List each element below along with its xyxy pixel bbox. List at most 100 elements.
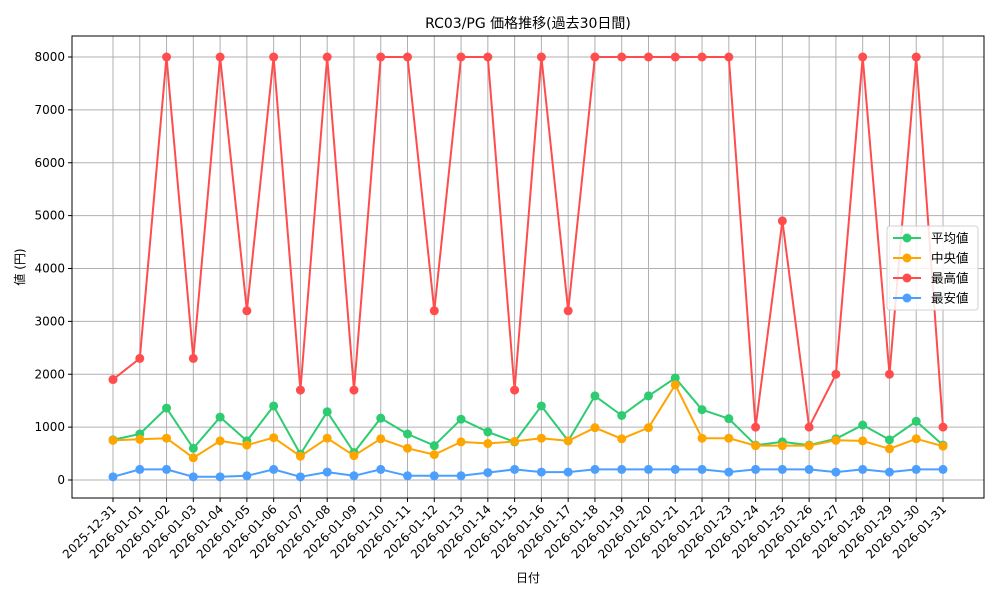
data-point	[483, 439, 493, 449]
data-point	[858, 420, 868, 430]
data-point	[510, 385, 520, 395]
legend-item: 平均値	[893, 231, 969, 246]
y-tick-label: 6000	[34, 156, 65, 170]
data-point	[456, 52, 466, 62]
data-point	[938, 422, 948, 432]
data-point	[135, 434, 145, 444]
data-point	[590, 52, 600, 62]
data-point	[322, 467, 332, 477]
data-point	[269, 52, 279, 62]
data-point	[670, 52, 680, 62]
data-point	[242, 440, 252, 450]
data-point	[777, 464, 787, 474]
data-point	[804, 464, 814, 474]
y-tick-label: 7000	[34, 103, 65, 117]
data-point	[617, 410, 627, 420]
x-axis-ticks: 2025-12-312026-01-012026-01-022026-01-03…	[60, 498, 949, 561]
data-point	[831, 369, 841, 379]
data-point	[697, 405, 707, 415]
data-point	[376, 434, 386, 444]
data-point	[670, 373, 680, 383]
data-point	[349, 471, 359, 481]
legend-marker-icon	[902, 253, 912, 263]
data-point	[215, 52, 225, 62]
series-3	[108, 464, 948, 482]
legend-label: 最高値	[931, 271, 969, 286]
data-point	[376, 52, 386, 62]
data-point	[643, 391, 653, 401]
data-point	[536, 401, 546, 411]
series-2	[108, 52, 948, 432]
data-point	[429, 306, 439, 316]
data-point	[188, 443, 198, 453]
data-point	[563, 436, 573, 446]
data-point	[108, 375, 118, 385]
data-point	[911, 52, 921, 62]
data-point	[858, 52, 868, 62]
data-point	[617, 464, 627, 474]
data-point	[188, 472, 198, 482]
data-point	[295, 472, 305, 482]
data-point	[536, 433, 546, 443]
legend-label: 平均値	[931, 231, 969, 246]
data-point	[536, 52, 546, 62]
y-tick-label: 4000	[34, 262, 65, 276]
data-point	[215, 412, 225, 422]
data-point	[510, 436, 520, 446]
data-point	[403, 429, 413, 439]
y-tick-label: 0	[57, 473, 65, 487]
data-point	[456, 414, 466, 424]
data-point	[751, 464, 761, 474]
data-point	[884, 369, 894, 379]
series-1	[108, 380, 948, 463]
legend-label: 最安値	[931, 291, 969, 306]
data-point	[269, 464, 279, 474]
data-point	[322, 407, 332, 417]
data-point	[536, 467, 546, 477]
data-point	[429, 441, 439, 451]
legend-marker-icon	[902, 293, 912, 303]
data-point	[590, 391, 600, 401]
data-point	[831, 435, 841, 445]
data-point	[135, 464, 145, 474]
data-point	[322, 433, 332, 443]
data-point	[697, 464, 707, 474]
data-point	[884, 435, 894, 445]
data-point	[563, 467, 573, 477]
legend-item: 中央値	[893, 251, 969, 266]
data-point	[884, 444, 894, 454]
data-point	[429, 450, 439, 460]
data-point	[777, 441, 787, 451]
y-tick-label: 3000	[34, 314, 65, 328]
y-axis-label: 値 (円)	[12, 248, 27, 285]
data-point	[590, 464, 600, 474]
data-point	[269, 401, 279, 411]
series-layer	[108, 52, 948, 482]
data-point	[643, 52, 653, 62]
y-tick-label: 8000	[34, 50, 65, 64]
data-point	[777, 216, 787, 226]
data-point	[804, 422, 814, 432]
data-point	[884, 467, 894, 477]
data-point	[510, 464, 520, 474]
data-point	[938, 464, 948, 474]
data-point	[724, 433, 734, 443]
legend-label: 中央値	[931, 251, 969, 266]
data-point	[563, 306, 573, 316]
legend-item: 最安値	[893, 291, 969, 306]
data-point	[724, 52, 734, 62]
data-point	[403, 52, 413, 62]
grid-lines	[72, 36, 984, 498]
data-point	[643, 464, 653, 474]
data-point	[804, 441, 814, 451]
data-point	[215, 472, 225, 482]
data-point	[617, 52, 627, 62]
data-point	[108, 435, 118, 445]
data-point	[643, 423, 653, 433]
data-point	[349, 385, 359, 395]
legend-box	[886, 225, 979, 311]
data-point	[188, 453, 198, 463]
data-point	[911, 434, 921, 444]
data-point	[215, 436, 225, 446]
